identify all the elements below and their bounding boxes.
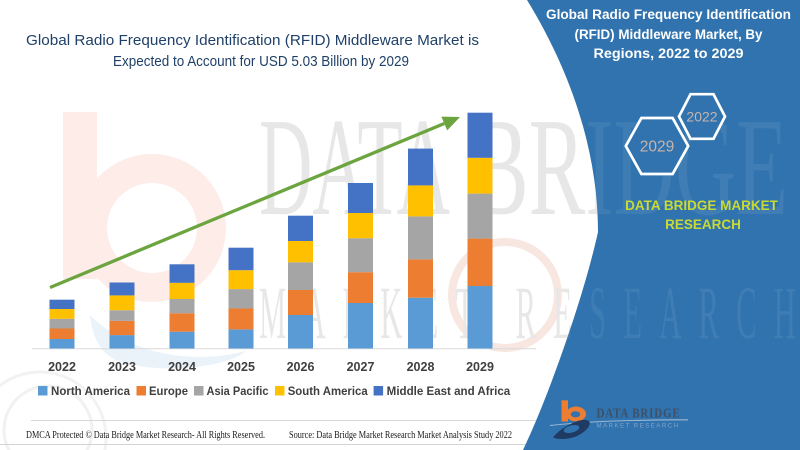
svg-text:Source: Data Bridge Market Res: Source: Data Bridge Market Research Mark… — [289, 430, 512, 441]
svg-text:2029: 2029 — [640, 139, 674, 156]
svg-text:DMCA Protected © Data Bridge M: DMCA Protected © Data Bridge Market Rese… — [26, 430, 265, 441]
svg-text:MARKET RESEARCH: MARKET RESEARCH — [597, 423, 680, 429]
svg-text:2023: 2023 — [108, 360, 136, 374]
svg-text:North America: North America — [51, 386, 131, 398]
svg-text:DATA BRIDGE MARKET: DATA BRIDGE MARKET — [625, 198, 778, 213]
svg-text:DATA BRIDGE: DATA BRIDGE — [597, 406, 681, 421]
svg-text:2027: 2027 — [347, 360, 375, 374]
svg-text:2025: 2025 — [227, 360, 255, 374]
svg-text:Middle East and Africa: Middle East and Africa — [387, 386, 511, 398]
svg-text:Global Radio Frequency Identif: Global Radio Frequency Identification (R… — [26, 32, 479, 49]
svg-text:2022: 2022 — [48, 360, 76, 374]
svg-text:Expected to Account for USD 5.: Expected to Account for USD 5.03 Billion… — [113, 53, 409, 70]
svg-text:2026: 2026 — [287, 360, 315, 374]
svg-text:Global Radio Frequency Identif: Global Radio Frequency Identification — [546, 7, 791, 22]
svg-text:Asia Pacific: Asia Pacific — [207, 386, 270, 398]
svg-text:Europe: Europe — [149, 386, 188, 398]
svg-text:South America: South America — [288, 386, 369, 398]
svg-text:2028: 2028 — [407, 360, 435, 374]
svg-text:(RFID) Middleware Market, By: (RFID) Middleware Market, By — [575, 27, 763, 42]
svg-text:2022: 2022 — [686, 109, 717, 125]
svg-text:2024: 2024 — [168, 360, 196, 374]
svg-text:2029: 2029 — [466, 360, 494, 374]
svg-text:Regions, 2022 to 2029: Regions, 2022 to 2029 — [594, 46, 744, 61]
svg-text:RESEARCH: RESEARCH — [665, 217, 741, 232]
